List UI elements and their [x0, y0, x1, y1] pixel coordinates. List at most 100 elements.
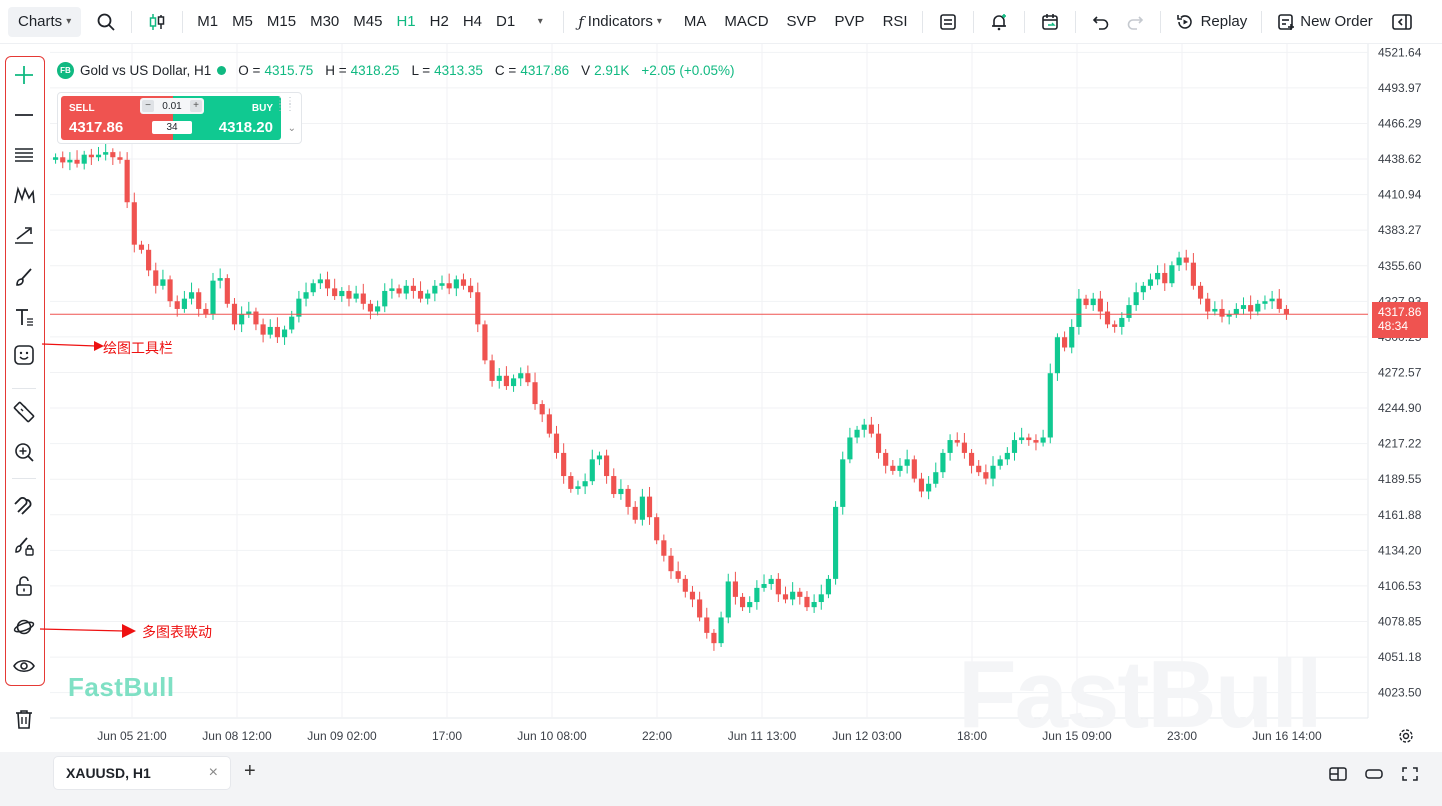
- candlestick-type-icon[interactable]: [140, 7, 174, 37]
- candle-body: [1262, 301, 1268, 304]
- single-layout-icon[interactable]: [1362, 762, 1386, 786]
- lot-value[interactable]: 0.01: [162, 100, 182, 112]
- alert-bell-icon[interactable]: [982, 7, 1016, 37]
- new-order-icon: [1278, 13, 1295, 30]
- indicator-rsi[interactable]: RSI: [882, 13, 908, 30]
- horizontal-line-icon[interactable]: [9, 100, 39, 130]
- candle-body: [446, 283, 452, 289]
- candle-body: [296, 298, 302, 317]
- plus-icon[interactable]: +: [190, 100, 202, 112]
- chart-pane[interactable]: 4521.64 4493.97 4466.29 4438.62 4410.94 4383.…: [50, 44, 1442, 756]
- candle-body: [725, 581, 731, 618]
- candle-body: [1283, 308, 1289, 315]
- candle-body: [747, 602, 753, 608]
- minus-icon[interactable]: −: [142, 100, 154, 112]
- timeframe-m15[interactable]: M15: [266, 13, 297, 30]
- pattern-icon[interactable]: [9, 180, 39, 210]
- candle-body: [561, 452, 567, 477]
- close-icon[interactable]: ×: [208, 764, 218, 781]
- brush-lock-icon[interactable]: [9, 531, 39, 561]
- current-price: 4317.86: [1378, 305, 1422, 319]
- top-toolbar: Charts ▾ M1 M5 M15 M30 M45 H1 H2 H4 D1 ▾ ƒ Indic…: [0, 0, 1442, 44]
- fullscreen-icon[interactable]: [1398, 762, 1422, 786]
- trash-icon[interactable]: [9, 704, 39, 734]
- candle-body: [1069, 326, 1075, 348]
- timeframe-m45[interactable]: M45: [353, 13, 383, 30]
- candle-body: [790, 591, 796, 600]
- brush-icon[interactable]: [9, 262, 39, 292]
- text-icon[interactable]: [9, 302, 39, 332]
- indicators-button[interactable]: ƒ Indicators ▾: [572, 7, 668, 37]
- zoom-in-icon[interactable]: [9, 437, 39, 467]
- x-tick-label: Jun 09 02:00: [307, 729, 377, 743]
- calendar-icon[interactable]: [1033, 7, 1067, 37]
- candle-body: [1076, 298, 1082, 327]
- magnet-icon[interactable]: [9, 491, 39, 521]
- ruler-icon[interactable]: [9, 397, 39, 427]
- candle-body: [110, 152, 116, 158]
- lot-stepper[interactable]: − 0.01 +: [140, 98, 204, 114]
- eye-icon[interactable]: [9, 651, 39, 681]
- candle-body: [95, 154, 102, 158]
- search-icon[interactable]: [89, 7, 123, 37]
- candle-body: [1190, 262, 1196, 286]
- x-tick-label: 18:00: [957, 729, 987, 743]
- collapse-panel-icon[interactable]: [1385, 7, 1419, 37]
- emoji-icon[interactable]: [9, 340, 39, 370]
- link-planet-icon[interactable]: [9, 612, 39, 642]
- new-order-button[interactable]: New Order: [1270, 7, 1379, 37]
- divider: [921, 10, 923, 33]
- x-tick-label: Jun 11 13:00: [728, 729, 797, 743]
- replay-button[interactable]: Replay: [1169, 7, 1254, 37]
- candle-body: [968, 452, 975, 466]
- y-tick-label: 4493.97: [1378, 81, 1422, 95]
- indicator-pvp[interactable]: PVP: [834, 13, 865, 30]
- chevron-down-icon[interactable]: ⌄: [287, 123, 296, 134]
- candle-body: [926, 483, 932, 492]
- candle-body: [811, 602, 817, 608]
- crosshair-icon[interactable]: [9, 60, 39, 90]
- layout-template-icon[interactable]: [931, 7, 965, 37]
- timeframe-m1[interactable]: M1: [197, 13, 219, 30]
- timeframe-h1[interactable]: H1: [396, 13, 416, 30]
- bar-countdown: 48:34: [1378, 319, 1409, 333]
- indicator-svp[interactable]: SVP: [786, 13, 817, 30]
- chart-tab-xauusd[interactable]: XAUUSD, H1 ×: [54, 757, 230, 789]
- charts-dropdown[interactable]: Charts ▾: [8, 6, 82, 37]
- redo-icon[interactable]: [1118, 7, 1152, 37]
- split-layout-icon[interactable]: [1326, 762, 1350, 786]
- indicator-ma[interactable]: MA: [683, 13, 707, 30]
- drag-handle-icon[interactable]: ⋮⋮ ⋮⋮: [275, 96, 295, 113]
- candlestick-chart[interactable]: 4521.64 4493.97 4466.29 4438.62 4410.94 4383.…: [50, 44, 1442, 756]
- add-tab-button[interactable]: +: [244, 760, 256, 782]
- symbol-badge: FB: [57, 61, 74, 79]
- candle-body: [332, 288, 338, 297]
- fib-lines-icon[interactable]: [9, 140, 39, 170]
- timeframe-more-chevron-icon[interactable]: ▾: [537, 16, 543, 27]
- undo-icon[interactable]: [1084, 7, 1118, 37]
- settings-gear-icon[interactable]: [1394, 724, 1418, 748]
- timeframe-m30[interactable]: M30: [310, 13, 340, 30]
- candle-body: [976, 465, 982, 473]
- candle-body: [546, 414, 552, 434]
- lock-icon[interactable]: [9, 571, 39, 601]
- candle-body: [267, 326, 273, 335]
- candle-body: [775, 578, 781, 595]
- arrow-trend-icon[interactable]: [9, 220, 39, 250]
- timeframe-m5[interactable]: M5: [232, 13, 253, 30]
- candle-body: [425, 293, 431, 299]
- candle-body: [138, 244, 145, 250]
- volume-label: V: [581, 62, 591, 78]
- y-tick-label: 4051.18: [1378, 650, 1422, 664]
- candle-body: [60, 157, 66, 163]
- candle-body: [689, 591, 696, 600]
- candle-body: [639, 496, 645, 520]
- indicator-macd[interactable]: MACD: [724, 13, 769, 30]
- timeframe-h4[interactable]: H4: [462, 13, 483, 30]
- timeframe-h2[interactable]: H2: [429, 13, 449, 30]
- candle-body: [525, 373, 531, 383]
- buy-label: BUY: [251, 103, 273, 114]
- timeframe-d1[interactable]: D1: [496, 13, 516, 30]
- symbol-title[interactable]: Gold vs US Dollar, H1: [80, 62, 212, 78]
